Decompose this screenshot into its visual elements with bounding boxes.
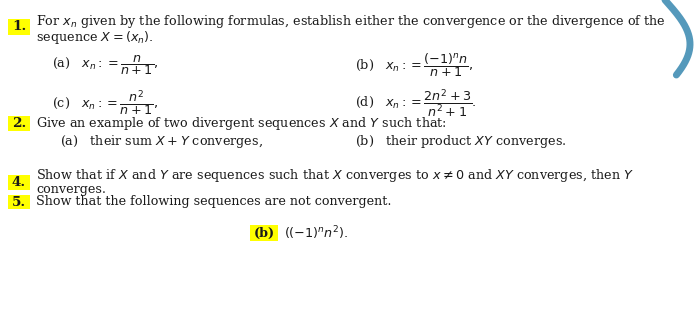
Text: Give an example of two divergent sequences $X$ and $Y$ such that:: Give an example of two divergent sequenc…	[36, 115, 447, 132]
FancyBboxPatch shape	[8, 175, 30, 190]
Text: (b): (b)	[253, 227, 274, 239]
Text: Show that the following sequences are not convergent.: Show that the following sequences are no…	[36, 196, 391, 208]
Text: (b)   $x_n :=\dfrac{(-1)^n n}{n+1},$: (b) $x_n :=\dfrac{(-1)^n n}{n+1},$	[355, 51, 473, 79]
Text: 4.: 4.	[12, 176, 26, 189]
Text: (b)   their product $XY$ converges.: (b) their product $XY$ converges.	[355, 132, 566, 150]
FancyBboxPatch shape	[8, 116, 30, 131]
Text: (a)   $x_n :=\dfrac{n}{n+1},$: (a) $x_n :=\dfrac{n}{n+1},$	[52, 53, 158, 77]
Text: 1.: 1.	[12, 20, 26, 33]
FancyBboxPatch shape	[250, 225, 278, 241]
Text: $((-1)^n n^2).$: $((-1)^n n^2).$	[284, 224, 349, 242]
FancyBboxPatch shape	[8, 19, 30, 35]
Text: 2.: 2.	[12, 117, 26, 130]
FancyBboxPatch shape	[8, 195, 30, 209]
Text: sequence $X = (x_n).$: sequence $X = (x_n).$	[36, 29, 153, 47]
Text: (d)   $x_n :=\dfrac{2n^2+3}{n^2+1}.$: (d) $x_n :=\dfrac{2n^2+3}{n^2+1}.$	[355, 87, 477, 119]
Text: converges.: converges.	[36, 183, 106, 197]
Text: 5.: 5.	[12, 196, 26, 208]
Text: (c)   $x_n :=\dfrac{n^2}{n+1},$: (c) $x_n :=\dfrac{n^2}{n+1},$	[52, 88, 158, 118]
Text: For $x_n$ given by the following formulas, establish either the convergence or t: For $x_n$ given by the following formula…	[36, 13, 666, 30]
Text: Show that if $X$ and $Y$ are sequences such that $X$ converges to $x \neq 0$ and: Show that if $X$ and $Y$ are sequences s…	[36, 167, 634, 183]
Text: (a)   their sum $X + Y$ converges,: (a) their sum $X + Y$ converges,	[60, 132, 263, 150]
